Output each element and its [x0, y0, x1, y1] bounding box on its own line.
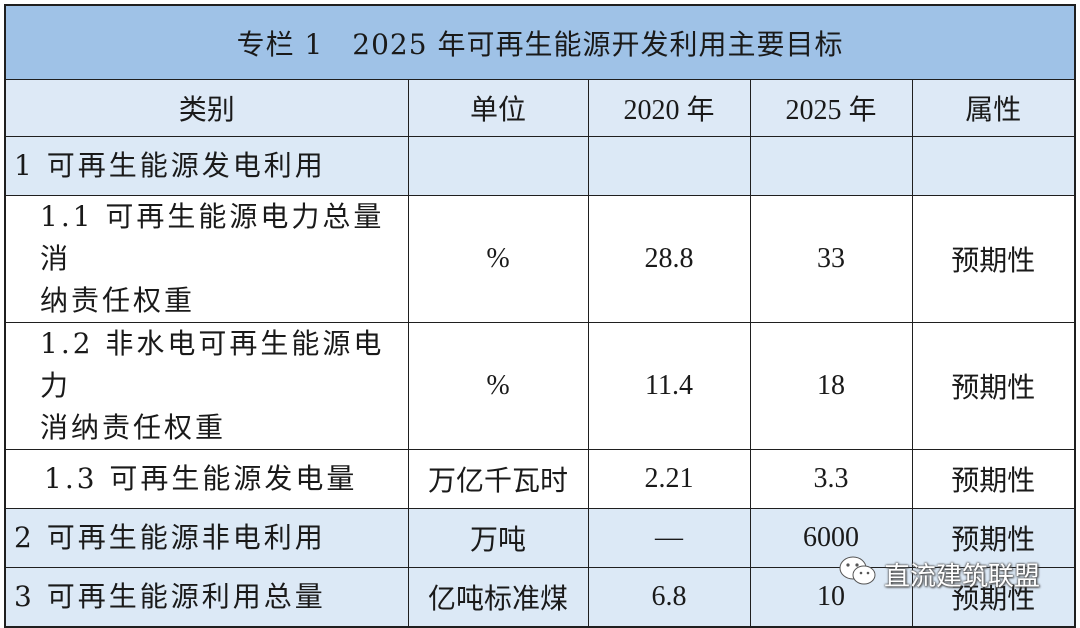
value-2020-cell: 2.21 [587, 449, 751, 509]
targets-table: 专栏 1 2025 年可再生能源开发利用主要目标 类别 单位 2020 年 20… [4, 4, 1077, 628]
unit-cell: 万吨 [407, 508, 589, 568]
category-cell: 1 可再生能源发电利用 [4, 136, 409, 196]
unit-cell: 亿吨标准煤 [407, 567, 589, 627]
watermark: 直流建筑联盟 [838, 556, 1040, 592]
header-category: 类别 [4, 79, 409, 137]
value-2025-cell: 33 [749, 195, 913, 323]
attribute-cell: 预期性 [911, 449, 1076, 509]
attribute-cell: 预期性 [911, 567, 1076, 627]
value-2020-cell: — [587, 508, 751, 568]
unit-cell: 万亿千瓦时 [407, 449, 589, 509]
value-2020-cell: 28.8 [587, 195, 751, 323]
table-header-row: 类别 单位 2020 年 2025 年 属性 [4, 79, 1076, 137]
category-line: 消纳责任权重 [40, 411, 227, 444]
attribute-cell: 预期性 [911, 195, 1076, 323]
value-2025-cell [749, 136, 913, 196]
value-2020-cell: 6.8 [587, 567, 751, 627]
category-line: 纳责任权重 [40, 284, 196, 317]
category-cell: 2 可再生能源非电利用 [4, 508, 409, 568]
value-2025-cell: 10 [749, 567, 913, 627]
table-row: 1 可再生能源发电利用 [4, 136, 1076, 196]
attribute-cell [911, 136, 1076, 196]
category-cell: 1.1 可再生能源电力总量消 纳责任权重 [4, 195, 409, 323]
header-unit: 单位 [407, 79, 589, 137]
table-title-row: 专栏 1 2025 年可再生能源开发利用主要目标 [4, 4, 1076, 80]
category-cell: 1.3 可再生能源发电量 [4, 449, 409, 509]
table-row: 3 可再生能源利用总量 亿吨标准煤 6.8 10 预期性 [4, 567, 1076, 627]
category-cell: 3 可再生能源利用总量 [4, 567, 409, 627]
unit-cell: % [407, 322, 589, 450]
unit-cell [407, 136, 589, 196]
category-line: 1.1 可再生能源电力总量消 [40, 200, 385, 275]
table-row: 2 可再生能源非电利用 万吨 — 6000 预期性 [4, 508, 1076, 568]
table-row: 1.1 可再生能源电力总量消 纳责任权重 % 28.8 33 预期性 [4, 195, 1076, 323]
value-2020-cell [587, 136, 751, 196]
header-2025: 2025 年 [749, 79, 913, 137]
category-cell: 1.2 非水电可再生能源电力 消纳责任权重 [4, 322, 409, 450]
wechat-icon [838, 554, 884, 595]
value-2025-cell: 18 [749, 322, 913, 450]
watermark-text: 直流建筑联盟 [884, 561, 1041, 592]
value-2025-cell: 3.3 [749, 449, 913, 509]
table-title: 专栏 1 2025 年可再生能源开发利用主要目标 [4, 4, 1076, 80]
attribute-cell: 预期性 [911, 322, 1076, 450]
value-2020-cell: 11.4 [587, 322, 751, 450]
category-line: 1.2 非水电可再生能源电力 [40, 327, 385, 402]
table-row: 1.3 可再生能源发电量 万亿千瓦时 2.21 3.3 预期性 [4, 449, 1076, 509]
table-row: 1.2 非水电可再生能源电力 消纳责任权重 % 11.4 18 预期性 [4, 322, 1076, 450]
value-2025-cell: 6000 [749, 508, 913, 568]
unit-cell: % [407, 195, 589, 323]
header-attribute: 属性 [911, 79, 1076, 137]
header-2020: 2020 年 [587, 79, 751, 137]
attribute-cell: 预期性 [911, 508, 1076, 568]
